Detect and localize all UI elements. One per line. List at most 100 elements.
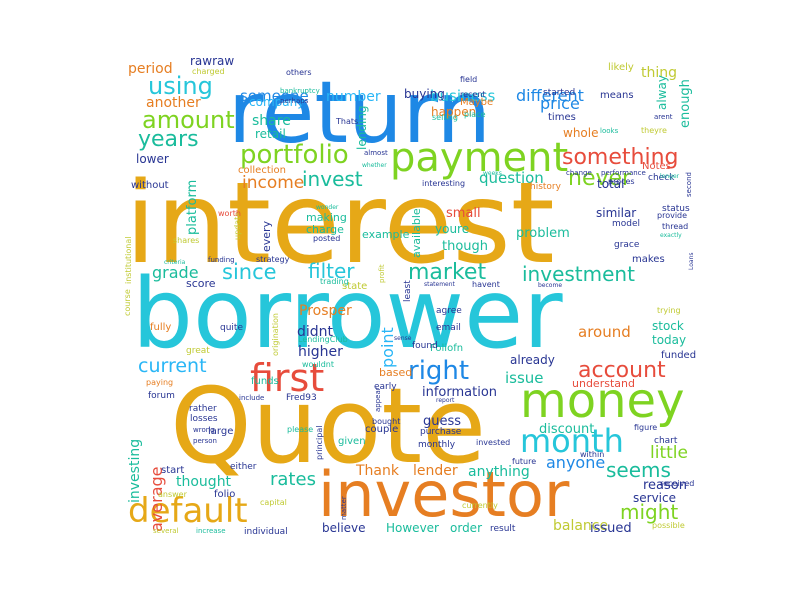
word-anything: anything [468,464,530,480]
word-provide: provide [657,211,687,220]
word-course: course [123,289,132,316]
word-quote: Quote [170,365,486,487]
word-default: default [128,491,248,531]
word-period: period [128,61,173,77]
word-funding: funding [208,256,235,264]
word-almost: almost [364,149,388,157]
word-quite: quite [220,323,243,333]
word-prosper: Prosper [299,303,352,319]
word-amount: amount [142,106,235,134]
word-around: around [578,323,631,341]
word-issued: issued [590,521,632,536]
word-institutional: institutional [124,237,133,284]
word-include: include [239,394,264,402]
word-years: years [138,127,199,152]
word-someone: someone [240,87,309,105]
word-reason: reason [643,478,687,493]
word-funded: funded [661,350,696,361]
word-arent: arent [654,113,673,121]
word-chart: chart [654,436,678,446]
word-others: others [286,68,311,77]
word-status: status [662,204,690,214]
word-payment: payment [390,135,568,181]
word-loans: Loans [688,252,695,270]
word-recent: recent [460,90,486,99]
word-wonder: wonder [316,204,339,211]
word-happen: happen [431,105,476,119]
word-investor: investor [318,458,570,531]
word-wouldnt: wouldnt [302,360,334,369]
word-model: model [612,219,640,229]
word-invested: invested [476,438,510,447]
word-charged: charged [192,67,225,76]
word-currently: currently [462,501,498,510]
word-losses: losses [190,414,218,424]
word-lower: lower [136,152,169,166]
word-fred93: Fred93 [286,393,317,403]
word-least: least [403,280,413,302]
word-large: large [208,426,233,437]
word-thought: thought [176,474,232,490]
word-lender: lender [413,463,458,479]
word-purchase: purchase [420,427,462,437]
word-point: point [378,327,397,368]
word-matter: matter [340,496,348,520]
word-thank: Thank [355,463,400,479]
word-increase: increase [196,527,226,535]
word-charge: charge [306,223,344,236]
word-looks: looks [600,127,619,135]
word-started: started [543,88,575,98]
word-total: total [597,177,624,191]
word-trading: trading [320,277,349,286]
word-thread: thread [662,222,688,231]
word-stock: stock [652,319,684,333]
word-weeks: weeks [483,170,502,177]
word-within: within [580,450,604,459]
word-principal: principal [315,426,324,460]
word-investment: investment [522,262,635,286]
word-profit: profit [378,264,386,283]
word-maybe: Maybe [460,97,493,108]
word-strategy: strategy [256,255,290,264]
word-either: either [230,462,257,472]
word-information: information [422,385,497,400]
word-posted: posted [313,234,340,243]
word-share: share [252,113,291,129]
word-without: without [131,180,169,191]
word-balance: balance [553,518,608,534]
word-exactly: exactly [660,232,682,239]
word-question: question [479,169,544,187]
word-result: result [490,524,516,534]
word-place: place [464,110,486,119]
word-update: update [233,212,242,240]
word-email: email [436,323,461,333]
word-wrong: wrong [193,426,215,434]
word-however: However [386,521,439,535]
word-price: price [540,94,580,113]
word-understand: understand [572,377,635,390]
word-portfolio: portfolio [240,140,349,170]
word-individual: individual [244,527,288,537]
word-bought: bought [372,417,400,426]
word-worth: worth [218,209,241,218]
word-youre: youre [435,222,469,236]
word-current: current [138,355,207,377]
word-collection: collection [238,165,286,176]
word-bankruptcy: bankruptcy [280,87,320,95]
word-possible: possible [652,521,685,530]
word-answer: answer [158,490,188,499]
word-statement: statement [424,281,456,288]
word-alway: alway [655,75,669,110]
word-appear: appear [374,387,382,412]
word-issue: issue [505,369,544,387]
word-person: person [193,437,217,445]
word-small: small [446,206,481,221]
word-using: using [148,72,213,100]
word-might: might [620,500,678,524]
word-right: right [408,356,469,386]
word-average: average [147,467,166,533]
word-times: times [548,112,576,123]
word-market: market [408,260,486,285]
word-received: received [660,479,694,488]
